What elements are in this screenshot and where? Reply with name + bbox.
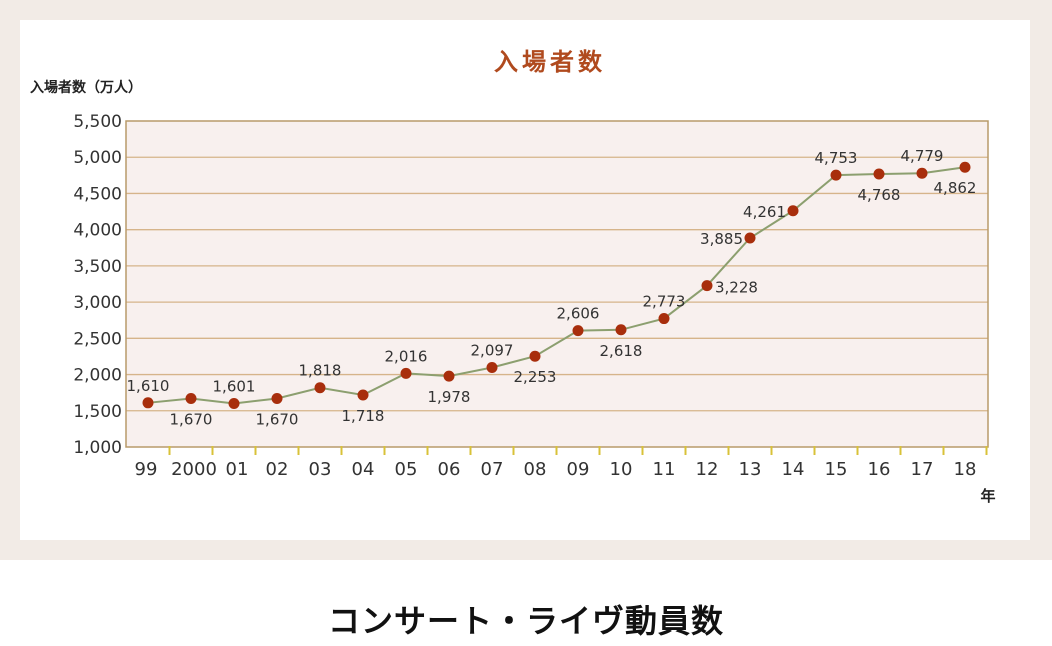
data-label: 1,978	[428, 388, 471, 406]
data-point	[701, 280, 713, 292]
data-label: 1,670	[256, 410, 299, 428]
data-label: 2,618	[600, 342, 643, 360]
data-point	[744, 232, 756, 244]
y-tick-label: 3,500	[73, 257, 122, 277]
data-label: 1,601	[213, 377, 256, 395]
data-point	[916, 167, 928, 179]
y-tick-label: 2,000	[73, 366, 122, 386]
y-tick-label: 5,000	[73, 148, 122, 168]
y-tick-label: 1,000	[73, 438, 122, 458]
y-tick-label: 5,500	[73, 112, 122, 132]
x-tick-label: 13	[739, 459, 762, 480]
data-point	[529, 350, 541, 362]
data-label: 1,818	[299, 362, 342, 380]
x-tick-label: 03	[309, 459, 332, 480]
data-point	[615, 324, 627, 336]
data-label: 4,753	[815, 149, 858, 167]
y-axis-label: 入場者数（万人）	[30, 79, 142, 96]
data-label: 3,885	[700, 230, 743, 248]
data-label: 1,718	[342, 407, 385, 425]
x-tick-label: 12	[696, 459, 719, 480]
data-point	[830, 169, 842, 181]
data-label: 1,610	[127, 377, 170, 395]
data-point	[787, 205, 799, 217]
data-point	[142, 397, 154, 409]
line-chart: 入場者数 入場者数（万人） 1,000 1,500 2,000 2,500 3,000 3…	[30, 48, 996, 505]
x-tick-label: 04	[352, 459, 375, 480]
y-tick-label: 4,500	[73, 184, 122, 204]
caption: コンサート・ライヴ動員数	[327, 602, 724, 640]
x-tick-label: 15	[825, 459, 848, 480]
x-tick-label: 06	[438, 459, 461, 480]
data-point	[658, 313, 670, 325]
y-tick-label: 4,000	[73, 221, 122, 241]
x-axis-unit: 年	[980, 487, 995, 505]
data-label: 2,016	[385, 347, 428, 365]
data-label: 4,862	[934, 179, 977, 197]
chart-card: 入場者数 入場者数（万人） 1,000 1,500 2,000 2,500 3,000 3…	[20, 20, 1030, 540]
plot-area: 1,000 1,500 2,000 2,500 3,000 3,500 4,000 4,500…	[73, 112, 989, 480]
x-tick-label: 18	[954, 459, 977, 480]
x-tick-label: 14	[782, 459, 805, 480]
data-point	[185, 392, 197, 404]
data-label: 1,670	[170, 410, 213, 428]
data-point	[443, 370, 455, 382]
data-label: 4,779	[901, 147, 944, 165]
data-label: 3,228	[715, 279, 758, 297]
data-point	[314, 382, 326, 394]
x-tick-label: 01	[226, 459, 249, 480]
data-point	[572, 325, 584, 337]
x-tick-label: 10	[610, 459, 633, 480]
data-point	[357, 389, 369, 401]
data-label: 2,773	[643, 293, 686, 311]
series-line	[147, 166, 966, 405]
data-point	[228, 397, 240, 409]
chart-title: 入場者数	[494, 48, 606, 76]
data-point	[873, 168, 885, 180]
x-tick-label: 99	[135, 459, 158, 480]
data-label: 2,606	[557, 305, 600, 323]
plot-background	[126, 121, 988, 447]
y-tick-label: 2,500	[73, 329, 122, 349]
data-label: 2,097	[471, 342, 514, 360]
data-point	[486, 362, 498, 374]
x-tick-label: 02	[266, 459, 289, 480]
y-tick-label: 1,500	[73, 402, 122, 422]
x-tick-label: 07	[481, 459, 504, 480]
x-tick-label: 2000	[171, 459, 217, 480]
data-label: 4,261	[743, 203, 786, 221]
x-tick-label: 11	[653, 459, 676, 480]
x-tick-label: 08	[524, 459, 547, 480]
data-label: 2,253	[514, 368, 557, 386]
data-point	[959, 161, 971, 173]
x-tick-label: 09	[567, 459, 590, 480]
x-tick-label: 05	[395, 459, 418, 480]
data-point	[271, 392, 283, 404]
x-tick-label: 17	[911, 459, 934, 480]
data-label: 4,768	[858, 186, 901, 204]
data-point	[400, 367, 412, 379]
y-tick-label: 3,000	[73, 293, 122, 313]
x-tick-label: 16	[868, 459, 891, 480]
